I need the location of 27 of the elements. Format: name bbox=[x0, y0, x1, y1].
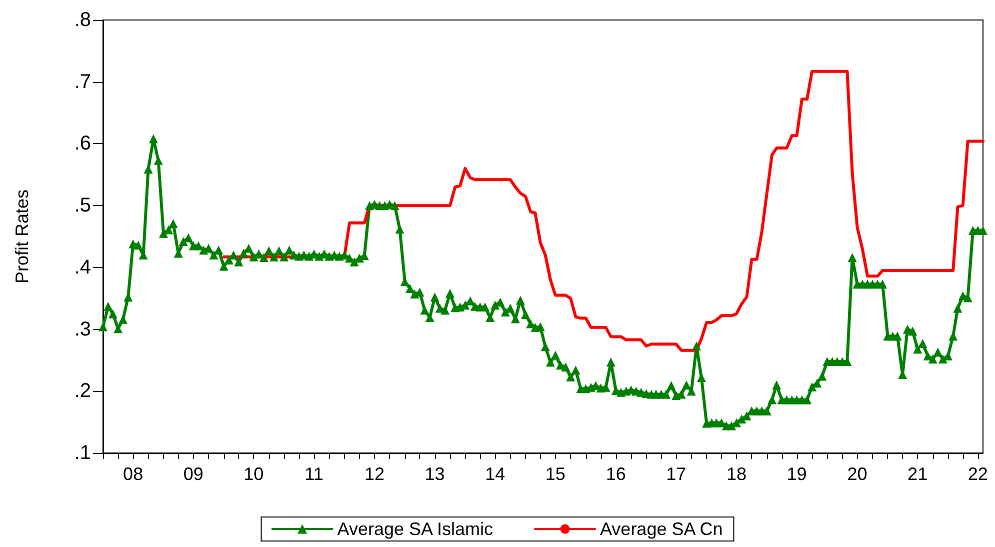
x-tick-label: 18 bbox=[726, 464, 746, 484]
x-tick-label: 21 bbox=[908, 464, 928, 484]
x-tick-label: 14 bbox=[485, 464, 506, 484]
x-tick-label: 13 bbox=[424, 464, 445, 484]
y-tick-label: .3 bbox=[74, 318, 91, 340]
y-tick-label: .5 bbox=[74, 194, 91, 217]
y-tick-label: .6 bbox=[74, 132, 91, 155]
y-axis-title: Profit Rates bbox=[12, 189, 32, 284]
legend-label: Average SA Cn bbox=[600, 519, 723, 539]
y-tick-label: .1 bbox=[74, 442, 91, 464]
y-tick-label: .7 bbox=[74, 70, 91, 93]
x-tick-label: 09 bbox=[183, 464, 204, 484]
x-tick-label: 17 bbox=[666, 464, 686, 484]
legend-label: Average SA Islamic bbox=[337, 519, 494, 539]
x-tick-label: 12 bbox=[364, 464, 384, 484]
x-tick-label: 22 bbox=[968, 464, 988, 484]
x-tick-label: 16 bbox=[606, 464, 626, 484]
y-tick-label: .4 bbox=[74, 256, 91, 278]
x-tick-label: 11 bbox=[304, 464, 324, 484]
y-tick-label: .8 bbox=[74, 9, 91, 31]
x-tick-label: 10 bbox=[244, 464, 264, 484]
x-tick-label: 08 bbox=[123, 464, 144, 484]
line-series bbox=[222, 70, 984, 352]
x-tick-label: 19 bbox=[786, 464, 807, 484]
x-tick-label: 15 bbox=[545, 464, 566, 484]
x-tick-label: 20 bbox=[847, 464, 868, 484]
y-tick-label: .2 bbox=[74, 380, 91, 402]
